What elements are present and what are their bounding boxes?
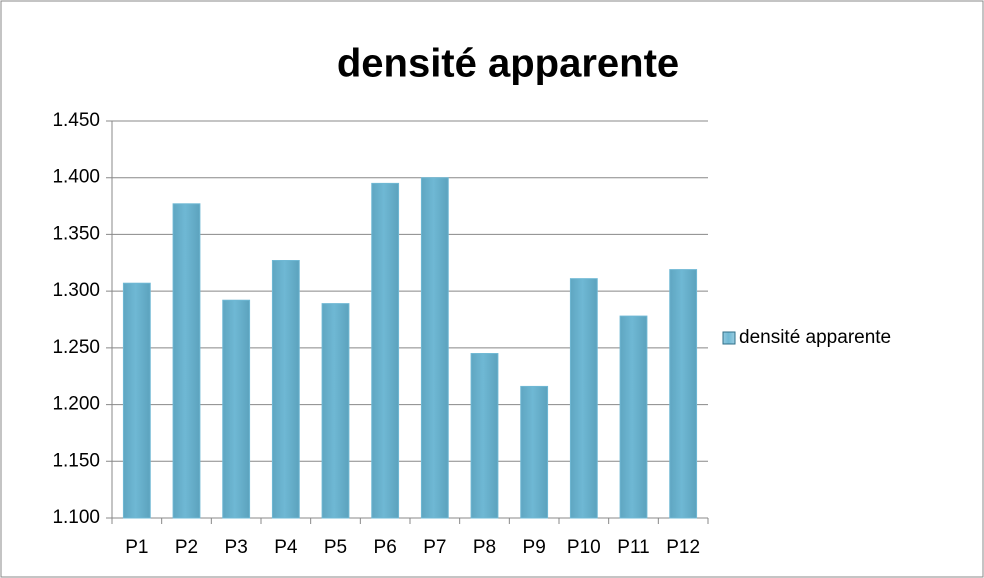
y-tick-label: 1.300	[52, 280, 100, 301]
x-tick-label: P5	[324, 537, 347, 558]
bar	[172, 203, 201, 519]
y-tick-label: 1.350	[52, 223, 100, 244]
bar	[470, 353, 499, 519]
x-tick-label: P3	[225, 537, 248, 558]
y-tick-label: 1.400	[52, 167, 100, 188]
x-tick-label: P12	[666, 537, 700, 558]
chart-title: densité apparente	[337, 42, 679, 86]
legend-marker	[722, 331, 736, 345]
x-tick-label: P11	[617, 537, 649, 558]
y-tick-label: 1.200	[52, 394, 100, 415]
x-tick-label: P7	[423, 537, 446, 558]
bar	[520, 385, 549, 519]
bar	[669, 269, 698, 519]
x-tick-label: P1	[125, 537, 148, 558]
x-tick-label: P10	[567, 537, 601, 558]
bar	[321, 303, 350, 519]
x-tick-label: P9	[523, 537, 546, 558]
x-tick-label: P2	[175, 537, 198, 558]
x-tick-label: P4	[274, 537, 298, 558]
bar	[122, 282, 151, 519]
bar	[420, 177, 449, 519]
x-tick-label: P8	[473, 537, 496, 558]
bar	[271, 260, 300, 519]
bar	[222, 299, 251, 519]
y-tick-label: 1.450	[52, 110, 100, 131]
x-tick-label: P6	[374, 537, 397, 558]
legend-label: densité apparente	[739, 327, 891, 348]
bar	[569, 278, 598, 519]
bar	[371, 182, 400, 519]
y-tick-label: 1.250	[52, 337, 100, 358]
y-tick-label: 1.150	[52, 450, 100, 471]
y-tick-label: 1.100	[52, 507, 100, 528]
bar	[619, 315, 648, 519]
